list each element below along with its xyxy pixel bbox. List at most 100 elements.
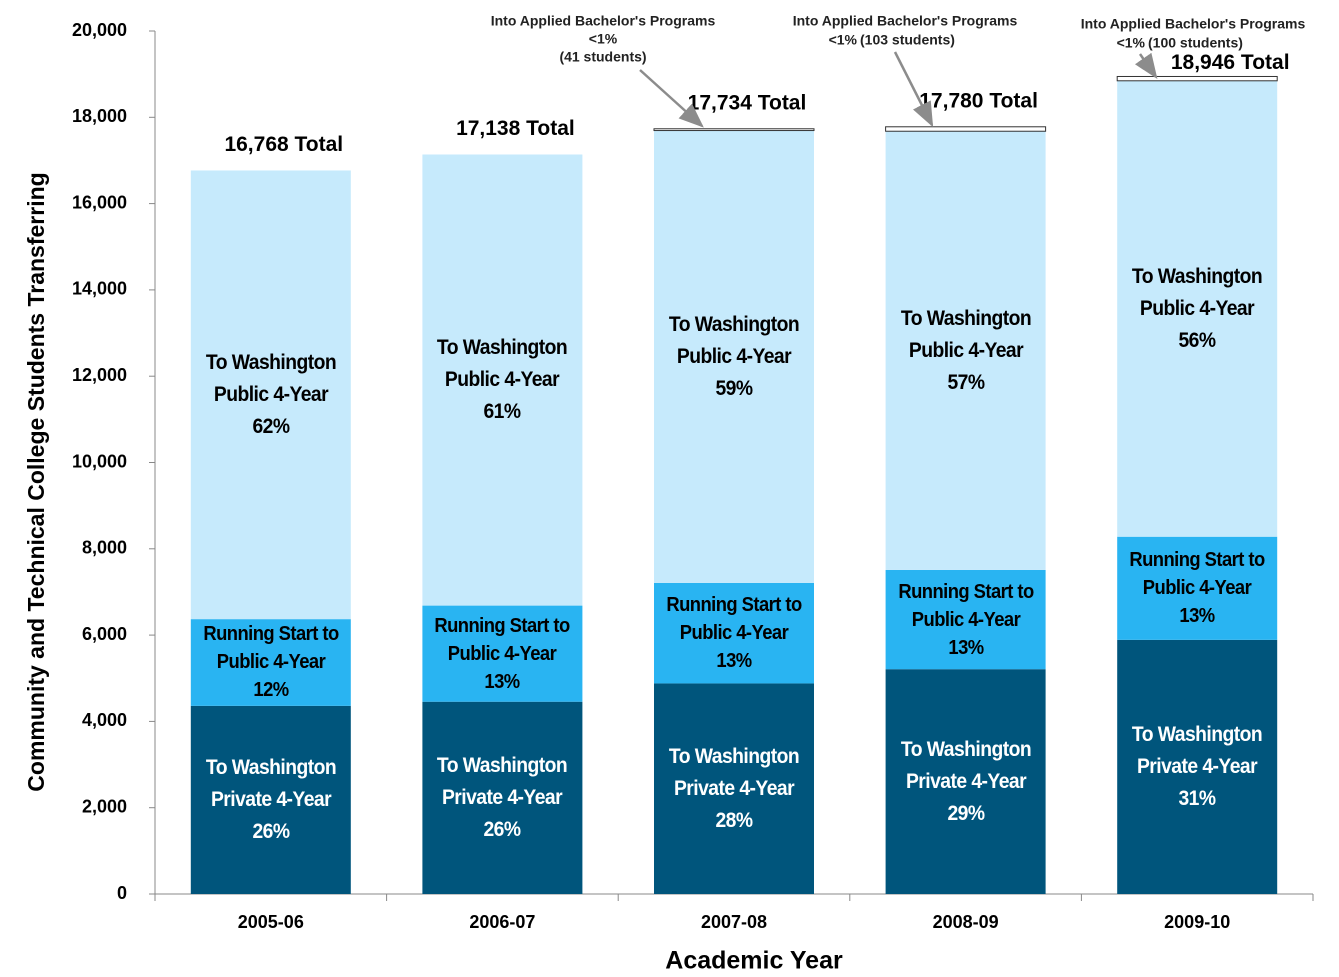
segment-label: To Washington Private 4-Year 29% xyxy=(878,669,1053,894)
bar-segment xyxy=(1116,75,1278,82)
segment-percent: 28% xyxy=(715,808,753,832)
segment-name: To Washington Public 4-Year xyxy=(437,336,568,392)
total-label: 16,768 Total xyxy=(224,133,343,156)
segment-label-box: Running Start to Public 4-Year 13% xyxy=(647,583,822,684)
y-tick-label: 12,000 xyxy=(72,365,127,385)
total-label: 17,780 Total xyxy=(919,89,1038,112)
segment-percent: 56% xyxy=(1178,328,1217,352)
y-tick-label: 0 xyxy=(117,883,127,903)
segment-label: To Washington Public 4-Year 62% xyxy=(183,170,358,619)
segment-percent: 62% xyxy=(252,414,290,438)
segment-percent: 31% xyxy=(1178,786,1217,810)
y-axis-label: Community and Technical College Students… xyxy=(23,172,49,791)
segment-name: To Washington Public 4-Year xyxy=(668,312,800,368)
x-tick-label: 2006-07 xyxy=(469,912,535,932)
y-tick-label: 10,000 xyxy=(72,451,127,471)
total-label: 17,734 Total xyxy=(688,91,807,114)
segment-name: To Washington Private 4-Year xyxy=(205,755,337,811)
x-tick-label: 2007-08 xyxy=(701,912,767,932)
segment-label-box: To Washington Private 4-Year 26% xyxy=(415,702,590,894)
segment-name: To Washington Public 4-Year xyxy=(1132,264,1263,320)
segment-percent: 26% xyxy=(483,817,522,841)
segment-label: Running Start to Public 4-Year 13% xyxy=(647,583,822,684)
segment-label-box: To Washington Private 4-Year 28% xyxy=(647,683,822,894)
bar-segment xyxy=(190,170,351,620)
annotation-students: (41 students) xyxy=(559,49,646,65)
segment-label-box: Running Start to Public 4-Year 12% xyxy=(183,619,358,706)
segment-label-box: Running Start to Public 4-Year 13% xyxy=(415,606,590,702)
total-label: 17,138 Total xyxy=(456,117,575,140)
bar-segment xyxy=(653,128,815,132)
x-tick-label: 2008-09 xyxy=(933,912,999,932)
segment-label: To Washington Public 4-Year 56% xyxy=(1110,81,1285,537)
segment-label-box: To Washington Public 4-Year 57% xyxy=(878,131,1053,570)
y-tick-label: 2,000 xyxy=(82,796,127,816)
bar-segment xyxy=(1117,536,1278,640)
bar-segment xyxy=(1117,639,1278,894)
y-tick-label: 8,000 xyxy=(82,538,127,558)
segment-label-box: To Washington Public 4-Year 56% xyxy=(1110,81,1285,537)
y-tick-label: 18,000 xyxy=(72,106,127,126)
bar-segment xyxy=(885,126,1047,132)
y-tick-label: 16,000 xyxy=(72,192,127,212)
annotation-arrow xyxy=(639,69,704,128)
y-tick-label: 6,000 xyxy=(82,624,127,644)
bar-segment xyxy=(885,669,1046,894)
segment-percent: 61% xyxy=(483,400,522,424)
segment-name: Running Start to Public 4-Year xyxy=(434,614,571,665)
segment-label: To Washington Private 4-Year 31% xyxy=(1110,640,1285,894)
segment-label: To Washington Private 4-Year 26% xyxy=(415,702,590,894)
segment-label-box: Running Start to Public 4-Year 13% xyxy=(878,570,1053,669)
bar-segment xyxy=(422,701,583,894)
bar-segment xyxy=(422,154,583,606)
segment-name: Running Start to Public 4-Year xyxy=(897,580,1034,631)
annotation-title: Into Applied Bachelor's Programs xyxy=(1081,16,1306,32)
bar-segment xyxy=(885,131,1046,570)
segment-label: Running Start to Public 4-Year 12% xyxy=(183,619,358,706)
bar-segment xyxy=(654,582,814,684)
bar-segment xyxy=(1117,80,1278,537)
bar-segment xyxy=(422,605,583,702)
x-axis-label: Academic Year xyxy=(665,947,843,975)
segment-name: To Washington Public 4-Year xyxy=(900,306,1032,362)
segment-label-box: To Washington Public 4-Year 61% xyxy=(415,154,590,605)
annotation-percent: <1% xyxy=(589,31,618,47)
annotation-arrow xyxy=(893,51,934,128)
segment-percent: 13% xyxy=(1179,605,1216,628)
bar-segment xyxy=(654,683,814,894)
annotation-percent: <1% xyxy=(829,32,858,48)
segment-label-box: To Washington Private 4-Year 29% xyxy=(878,669,1053,894)
x-tick-label: 2009-10 xyxy=(1164,912,1230,932)
segment-name: To Washington Public 4-Year xyxy=(205,350,337,406)
y-tick-label: 14,000 xyxy=(72,279,127,299)
segment-percent: 13% xyxy=(484,670,521,693)
annotation-title: Into Applied Bachelor's Programs xyxy=(491,13,716,29)
segment-percent: 57% xyxy=(947,370,985,394)
segment-percent: 29% xyxy=(947,801,985,825)
segment-label-box: Running Start to Public 4-Year 13% xyxy=(1110,537,1285,640)
bar-segment xyxy=(885,569,1046,670)
bar-segment xyxy=(190,619,351,706)
bar-segment xyxy=(190,705,351,894)
segment-label: To Washington Public 4-Year 61% xyxy=(415,154,590,605)
segment-name: Running Start to Public 4-Year xyxy=(666,594,802,645)
segment-name: To Washington Private 4-Year xyxy=(668,744,800,800)
x-tick-label: 2005-06 xyxy=(238,912,304,932)
segment-label: Running Start to Public 4-Year 13% xyxy=(415,606,590,702)
segment-name: To Washington Private 4-Year xyxy=(1132,722,1263,778)
total-label: 18,946 Total xyxy=(1171,51,1290,74)
annotation-students: (103 students) xyxy=(860,32,955,48)
annotation-students: (100 students) xyxy=(1148,35,1243,51)
segment-label: Running Start to Public 4-Year 13% xyxy=(1110,537,1285,640)
segment-percent: 59% xyxy=(715,376,753,400)
y-tick-label: 20,000 xyxy=(72,20,127,40)
segment-name: To Washington Private 4-Year xyxy=(437,753,568,809)
y-tick-label: 4,000 xyxy=(82,710,127,730)
segment-percent: 13% xyxy=(947,636,984,659)
segment-label: To Washington Private 4-Year 26% xyxy=(205,755,337,843)
segment-label-box: To Washington Private 4-Year 31% xyxy=(1110,640,1285,894)
segment-percent: 13% xyxy=(716,650,752,673)
segment-label-box: To Washington Public 4-Year 62% xyxy=(183,170,358,619)
segment-label: To Washington Public 4-Year 59% xyxy=(668,312,800,400)
